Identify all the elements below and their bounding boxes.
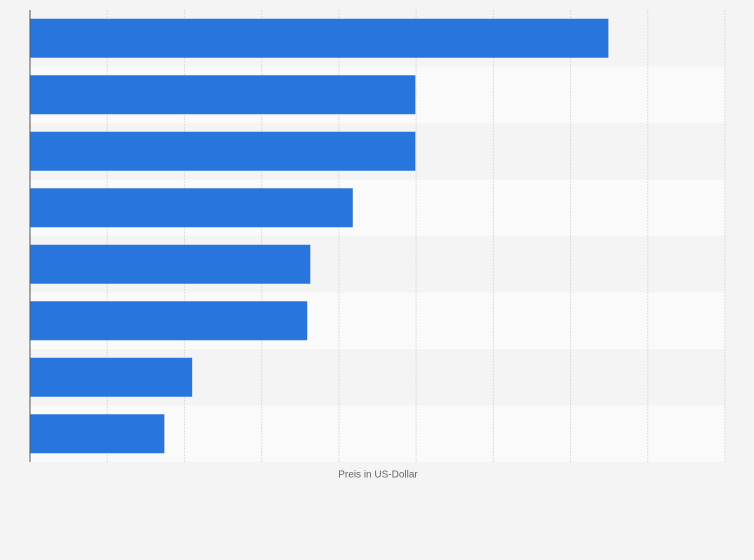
bar (30, 357, 193, 397)
bar (30, 18, 609, 58)
bar (30, 75, 416, 115)
bar (30, 414, 165, 454)
bar (30, 244, 311, 284)
x-axis-label: Preis in US-Dollar (338, 470, 418, 481)
bar (30, 188, 353, 228)
bars (30, 18, 609, 454)
bar (30, 301, 308, 341)
bar (30, 131, 416, 171)
